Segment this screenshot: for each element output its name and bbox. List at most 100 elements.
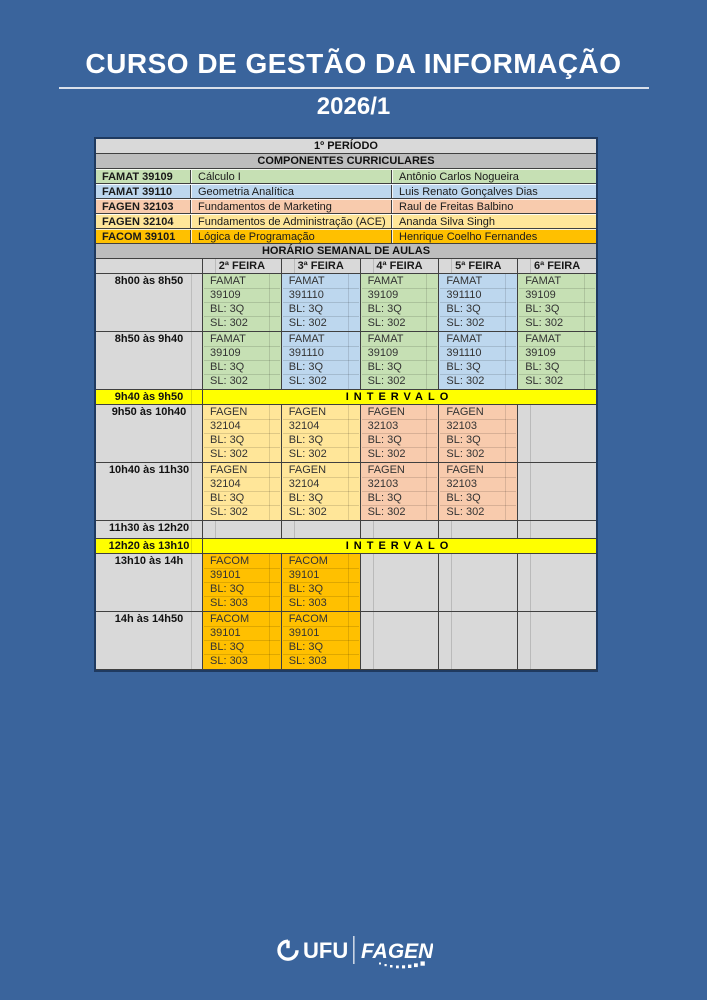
component-code: FAMAT 39110 [96, 185, 191, 198]
time-cell: 12h20 às 13h10 [96, 539, 202, 553]
class-cell-line: 39109 [361, 289, 438, 303]
class-cell-line: BL: 3Q [440, 434, 517, 448]
class-cell-line: FAGEN [440, 464, 517, 478]
page-subtitle: 2026/1 [316, 93, 391, 120]
class-cell-line: 32104 [204, 478, 280, 492]
class-cell-line: BL: 3Q [440, 361, 517, 375]
empty-cell [280, 521, 360, 538]
class-cell-line: FAGEN [282, 406, 359, 420]
class-cell: FAMAT 39109 BL: 3Q SL: 302 [359, 274, 439, 331]
class-cell-line: 32104 [282, 478, 359, 492]
time-cell: 13h10 às 14h [96, 554, 202, 611]
page-title: CURSO DE GESTÃO DA INFORMAÇÃO [85, 48, 622, 79]
component-code: FAMAT 39109 [96, 170, 191, 183]
components-list: FAMAT 39109 Cálculo I Antônio Carlos Nogue… [96, 169, 596, 244]
component-name: Fundamentos de Marketing [191, 200, 392, 213]
class-cell-line: SL: 302 [367, 448, 406, 460]
class-cell-line: BL: 3Q [282, 361, 359, 375]
class-cell-line: SL: 302 [367, 375, 406, 387]
component-row: FAGEN 32104 Fundamentos de Administração … [96, 214, 596, 229]
component-name: Fundamentos de Administração (ACE) [191, 215, 392, 228]
empty-cell [517, 554, 596, 611]
class-cell-line: BL: 3Q [204, 303, 280, 317]
empty-cell [517, 521, 596, 538]
class-cell: FACOM 39101 BL: 3Q SL: 303 [202, 554, 281, 611]
schedule-row: 9h40 às 9h50 INTERVALO [96, 390, 596, 405]
class-cell-line: SL: 302 [525, 317, 564, 329]
class-cell-line: SL: 302 [446, 506, 485, 518]
class-cell-line: SL: 303 [210, 655, 248, 667]
class-cell-line: FACOM [204, 613, 280, 627]
time-cell: 8h00 às 8h50 [96, 274, 202, 331]
class-cell-line: BL: 3Q [519, 303, 595, 317]
class-cell-line: BL: 3Q [282, 492, 359, 506]
class-cell-line: 32103 [361, 420, 438, 434]
class-cell: FAMAT 39109 BL: 3Q SL: 302 [517, 274, 596, 331]
class-cell: FAGEN 32104 BL: 3Q SL: 302 [280, 463, 360, 520]
class-cell-line: BL: 3Q [361, 492, 438, 506]
schedule-row: 13h10 às 14h FACOM 39101 BL: 3Q SL: 303 FACOM… [96, 554, 596, 612]
ufu-circle-icon [276, 939, 299, 961]
component-code: FAGEN 32103 [96, 200, 191, 213]
class-cell-line: 391110 [440, 289, 517, 303]
empty-cell [438, 521, 518, 538]
day-header-row: 2ª FEIRA 3ª FEIRA 4ª FEIRA 5ª FEIRA 6ª FEIRA [96, 259, 596, 274]
day-header: 5ª FEIRA [438, 259, 517, 273]
schedule-row: 12h20 às 13h10 INTERVALO [96, 539, 596, 554]
day-header-spacer [96, 259, 202, 273]
class-cell-line: FAMAT [519, 333, 595, 347]
class-cell-line: BL: 3Q [282, 641, 359, 655]
day-header: 4ª FEIRA [359, 259, 439, 273]
class-cell-line: BL: 3Q [361, 361, 438, 375]
class-cell: FACOM 39101 BL: 3Q SL: 303 [202, 612, 281, 669]
class-cell-line: SL: 303 [288, 655, 327, 667]
day-header: 6ª FEIRA [517, 259, 596, 273]
component-professor: Henrique Coelho Fernandes [392, 230, 596, 243]
class-cell-line: FACOM [282, 613, 359, 627]
class-cell-line: BL: 3Q [519, 361, 595, 375]
class-cell: FAMAT 39109 BL: 3Q SL: 302 [359, 332, 439, 389]
class-cell-line: 32103 [361, 478, 438, 492]
class-cell-line: FAMAT [204, 275, 280, 289]
time-cell: 9h50 às 10h40 [96, 405, 202, 462]
class-cell: FAMAT 391110 BL: 3Q SL: 302 [438, 274, 518, 331]
component-name: Cálculo I [191, 170, 392, 183]
class-cell: FAGEN 32103 BL: 3Q SL: 302 [438, 463, 518, 520]
class-cell-line: 391110 [282, 289, 359, 303]
class-cell-line: FAMAT [361, 275, 438, 289]
empty-cell [517, 612, 596, 669]
brand-fagen-text: FAGEN [361, 940, 433, 963]
class-cell-line: SL: 302 [288, 506, 327, 518]
time-cell: 9h40 às 9h50 [96, 390, 202, 404]
class-cell-line: SL: 302 [525, 375, 564, 387]
class-cell: FAMAT 39109 BL: 3Q SL: 302 [517, 332, 596, 389]
class-cell-line: 39109 [519, 347, 595, 361]
class-cell-line: BL: 3Q [440, 303, 517, 317]
class-cell-line: 39101 [204, 569, 280, 583]
day-header: 3ª FEIRA [280, 259, 360, 273]
schedule-row: 14h às 14h50 FACOM 39101 BL: 3Q SL: 303 FACOM… [96, 612, 596, 670]
class-cell-line: BL: 3Q [204, 434, 280, 448]
class-cell: FAMAT 39109 BL: 3Q SL: 302 [202, 332, 281, 389]
empty-cell [359, 554, 439, 611]
class-cell-line: 39109 [204, 289, 280, 303]
class-cell-line: FAGEN [440, 406, 517, 420]
class-cell-line: 32104 [282, 420, 359, 434]
class-cell-line: SL: 302 [210, 375, 248, 387]
class-cell: FAGEN 32103 BL: 3Q SL: 302 [359, 405, 439, 462]
class-cell-line: FAGEN [361, 406, 438, 420]
empty-cell [438, 554, 518, 611]
time-cell: 14h às 14h50 [96, 612, 202, 669]
class-cell: FAMAT 391110 BL: 3Q SL: 302 [438, 332, 518, 389]
class-cell-line: 32103 [440, 478, 517, 492]
class-cell-line: SL: 302 [367, 506, 406, 518]
class-cell-line: BL: 3Q [204, 361, 280, 375]
empty-cell [517, 463, 596, 520]
class-cell: FACOM 39101 BL: 3Q SL: 303 [280, 612, 360, 669]
component-name: Lógica de Programação [191, 230, 392, 243]
class-cell-line: SL: 302 [288, 317, 327, 329]
class-cell-line: BL: 3Q [361, 434, 438, 448]
component-professor: Raul de Freitas Balbino [392, 200, 596, 213]
footer: UFU FAGEN [0, 928, 707, 972]
brand-divider [352, 936, 355, 964]
